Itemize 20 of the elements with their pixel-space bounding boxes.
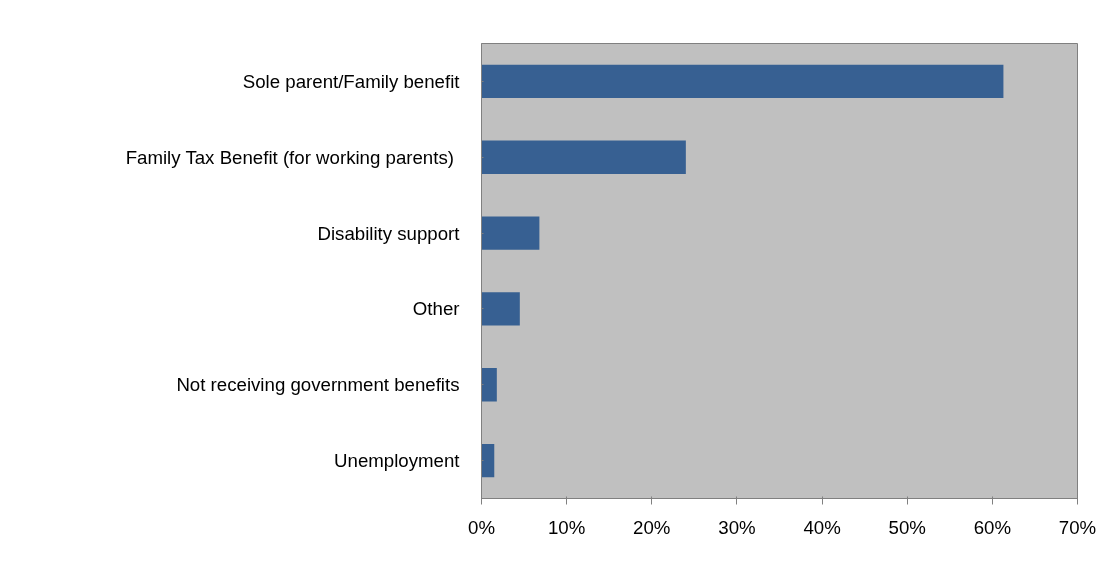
- x-tick-label: 0%: [468, 516, 495, 538]
- bar: [481, 443, 495, 478]
- bar: [481, 292, 520, 326]
- bar: [481, 216, 540, 250]
- bar: [481, 140, 686, 174]
- x-tick-label: 70%: [1058, 516, 1097, 538]
- y-tick-label: Disability support: [317, 222, 461, 244]
- y-tick-label: Other: [412, 298, 460, 320]
- bar: [481, 64, 1004, 99]
- x-tick-label: 30%: [718, 516, 756, 538]
- y-tick-label: Unemployment: [334, 450, 461, 472]
- x-tick-label: 10%: [547, 516, 586, 538]
- x-tick-label: 20%: [633, 516, 671, 538]
- x-tick-label: 40%: [803, 516, 841, 538]
- y-tick-label: Not receiving government benefits: [176, 374, 460, 396]
- bar: [481, 368, 497, 402]
- y-tick-label: Sole parent/Family benefit: [242, 70, 461, 92]
- y-tick-label: Family Tax Benefit (for working parents): [125, 146, 454, 168]
- x-tick-label: 50%: [888, 516, 926, 538]
- x-tick-label: 60%: [973, 516, 1012, 538]
